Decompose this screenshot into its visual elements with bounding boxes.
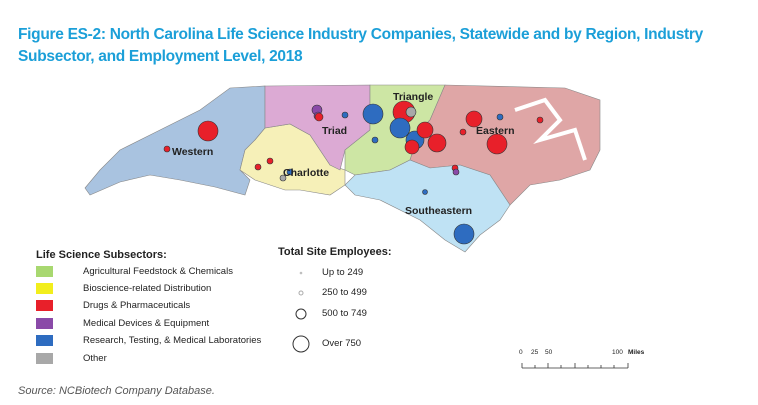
region-label-charlotte: Charlotte — [283, 167, 329, 179]
region-label-eastern: Eastern — [476, 125, 515, 137]
legend-label: Research, Testing, & Medical Laboratorie… — [83, 335, 262, 346]
legend-swatch-distribution — [36, 283, 53, 294]
employees-legend-label: Over 750 — [322, 338, 362, 349]
legend-label: Other — [83, 353, 107, 364]
employees-legend-label: 500 to 749 — [322, 308, 367, 319]
legend-label: Bioscience-related Distribution — [83, 283, 212, 294]
scale-unit: Miles — [628, 349, 645, 356]
employees-legend-title: Total Site Employees: — [278, 246, 392, 258]
company-bubbles — [163, 100, 544, 245]
employees-legend-label: 250 to 499 — [322, 287, 367, 298]
region-label-southeastern: Southeastern — [405, 205, 472, 217]
scale-bar — [521, 363, 629, 369]
region-western — [84, 85, 266, 196]
legend-label: Medical Devices & Equipment — [83, 318, 210, 329]
region-label-western: Western — [172, 146, 213, 158]
legend-swatch-medical-devices — [36, 318, 53, 329]
legend-swatch-other — [36, 353, 53, 364]
legend-swatch-research — [36, 335, 53, 346]
scale-tick: 100 — [612, 349, 623, 356]
source-note: Source: NCBiotech Company Database. — [18, 385, 215, 397]
figure-title: Figure ES-2: North Carolina Life Science… — [18, 26, 703, 65]
legend-swatch-drugs — [36, 300, 53, 311]
region-label-triad: Triad — [322, 125, 347, 137]
legend-label: Drugs & Pharmaceuticals — [83, 300, 191, 311]
region-label-triangle: Triangle — [393, 91, 433, 103]
scale-tick: 0 — [519, 349, 523, 356]
legend-label: Agricultural Feedstock & Chemicals — [83, 266, 233, 277]
size-legend-circles — [292, 271, 310, 353]
legend-swatch-agricultural — [36, 266, 53, 277]
subsector-legend-title: Life Science Subsectors: — [36, 249, 167, 261]
employees-legend-label: Up to 249 — [322, 267, 364, 278]
scale-tick: 25 — [531, 349, 539, 356]
scale-tick: 50 — [545, 349, 553, 356]
